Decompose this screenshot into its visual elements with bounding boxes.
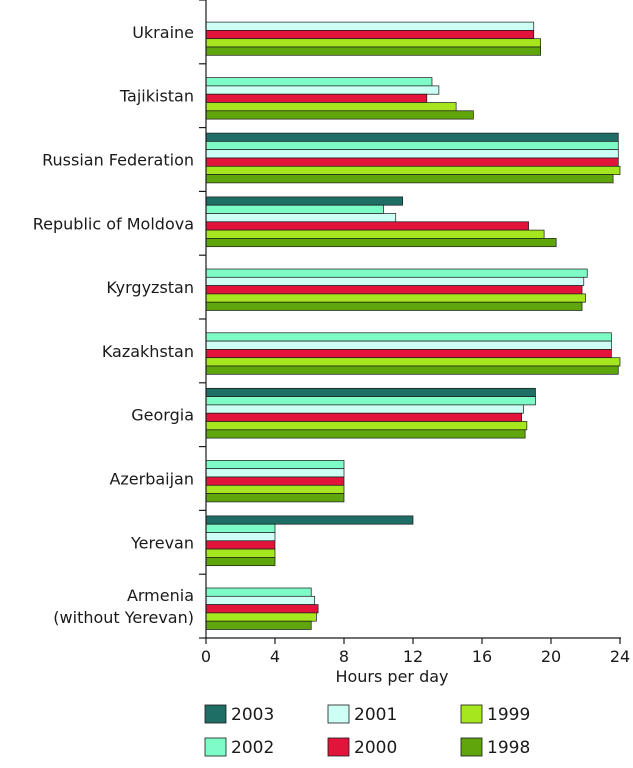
bar-2002-10	[205, 587, 312, 597]
x-tick-label-20: 20	[541, 647, 561, 666]
bar-2000-1	[205, 30, 535, 40]
bar-1998-8	[205, 493, 345, 503]
legend-swatch-2001	[327, 704, 350, 724]
bar-1999-3	[205, 165, 621, 175]
bar-1999-7	[205, 421, 528, 431]
bar-2003-9	[205, 515, 414, 525]
category-label-4: Republic of Moldova	[33, 214, 194, 233]
bar-1998-6	[205, 365, 619, 375]
bar-1999-2	[205, 102, 457, 112]
x-axis-label: Hours per day	[335, 667, 448, 686]
bar-2001-3	[205, 149, 619, 159]
legend-label-1998: 1998	[487, 738, 530, 758]
axes-layer	[199, 0, 621, 644]
bar-2001-6	[205, 340, 612, 350]
bar-2000-10	[205, 604, 319, 614]
x-tick-label-24: 24	[610, 647, 630, 666]
category-label-5: Kyrgyzstan	[106, 278, 194, 297]
bar-2001-10	[205, 595, 316, 605]
bar-2002-8	[205, 460, 345, 470]
bar-2000-2	[205, 93, 428, 103]
x-tick-label-8: 8	[339, 647, 349, 666]
category-label-7: Georgia	[131, 406, 194, 425]
category-label-6: Kazakhstan	[102, 342, 194, 361]
bar-2000-8	[205, 476, 345, 486]
legend-swatch-2000	[327, 737, 350, 757]
legend-label-2002: 2002	[231, 738, 274, 758]
bar-2002-6	[205, 332, 612, 342]
legend-label-1999: 1999	[487, 705, 530, 725]
bar-2002-7	[205, 396, 536, 406]
legend-swatch-1998	[460, 737, 483, 757]
bar-2000-4	[205, 221, 529, 231]
bar-2000-6	[205, 349, 612, 359]
x-tick-label-4: 4	[270, 647, 280, 666]
category-label-2: Tajikistan	[119, 87, 194, 106]
bar-2003-3	[205, 132, 619, 142]
legend: 2003 2002 2001 2000 1999 1998	[204, 704, 530, 758]
bar-1999-10	[205, 612, 317, 622]
bar-1999-5	[205, 293, 586, 303]
bar-2000-3	[205, 157, 619, 167]
bar-1999-6	[205, 357, 621, 367]
legend-label-2003: 2003	[231, 705, 274, 725]
bar-1998-2	[205, 110, 474, 120]
legend-swatch-2003	[204, 704, 227, 724]
bar-1999-1	[205, 38, 541, 48]
legend-label-2000: 2000	[354, 738, 397, 758]
category-label-1: Ukraine	[132, 23, 194, 42]
bar-1999-4	[205, 229, 545, 239]
bar-1999-9	[205, 548, 276, 558]
bar-2002-4	[205, 204, 385, 214]
x-tick-label-16: 16	[472, 647, 492, 666]
category-label-3: Russian Federation	[42, 151, 194, 170]
legend-swatch-1999	[460, 704, 483, 724]
bar-2001-4	[205, 213, 397, 223]
bar-1999-8	[205, 484, 345, 494]
bar-2000-7	[205, 412, 523, 422]
bar-2001-1	[205, 21, 535, 31]
bar-2002-3	[205, 141, 619, 151]
bar-2001-8	[205, 468, 345, 478]
bar-1998-3	[205, 174, 614, 184]
bar-2000-5	[205, 285, 583, 295]
bar-2001-9	[205, 532, 276, 542]
x-tick-labels: 0 4 8 12 16 20 24	[201, 647, 630, 666]
bars-layer	[205, 21, 621, 630]
bar-2000-9	[205, 540, 276, 550]
bar-1998-4	[205, 238, 557, 248]
category-label-9: Yerevan	[130, 533, 194, 552]
bar-2003-4	[205, 196, 403, 206]
legend-swatch-2002	[204, 737, 227, 757]
legend-label-2001: 2001	[354, 705, 397, 725]
bar-1998-7	[205, 429, 526, 439]
x-tick-label-0: 0	[201, 647, 211, 666]
bar-1998-1	[205, 46, 541, 56]
bar-2002-5	[205, 268, 588, 278]
bar-2003-7	[205, 387, 536, 397]
category-label-8: Azerbaijan	[109, 470, 194, 489]
bar-2001-7	[205, 404, 524, 414]
bar-1998-10	[205, 620, 312, 630]
category-labels: Ukraine Tajikistan Russian Federation Repub…	[33, 23, 194, 627]
bar-1998-9	[205, 557, 276, 567]
x-tick-label-12: 12	[403, 647, 423, 666]
bar-2001-5	[205, 276, 585, 286]
bar-2002-2	[205, 77, 433, 87]
category-label-10: Armenia (without Yerevan)	[53, 586, 194, 627]
bar-1998-5	[205, 301, 583, 311]
bar-2002-9	[205, 523, 276, 533]
bar-2001-2	[205, 85, 440, 95]
